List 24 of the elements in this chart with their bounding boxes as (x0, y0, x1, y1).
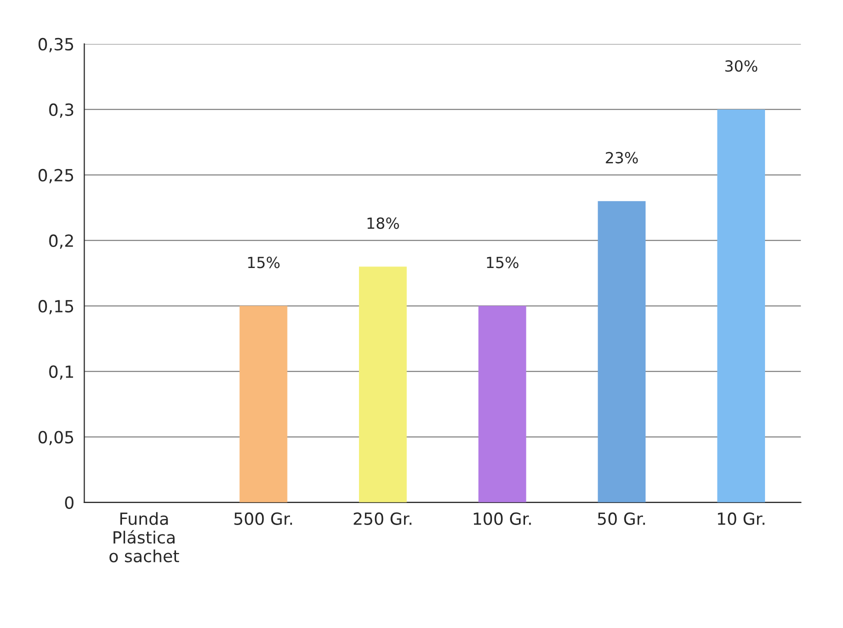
data-label: 30% (725, 60, 758, 72)
y-tick-label: 0,15 (38, 300, 74, 314)
bar (240, 306, 288, 502)
bar (717, 109, 766, 502)
data-label: 23% (606, 152, 638, 164)
x-tick-label: 100 Gr. (474, 512, 531, 526)
y-tick-label: 0,05 (38, 430, 74, 446)
data-label: 15% (486, 256, 518, 268)
x-tick-label: Funda Plástica o sachet (109, 512, 180, 562)
x-tick-label: 10 Gr. (718, 512, 764, 526)
bar (358, 266, 407, 502)
x-tick-label: 250 Gr. (354, 512, 412, 526)
bar (478, 306, 526, 502)
data-label: 18% (368, 217, 399, 229)
bar (598, 201, 646, 502)
y-tick-label: 0,1 (49, 365, 74, 380)
data-label: 15% (248, 256, 280, 268)
y-tick-label: 0,25 (38, 168, 74, 184)
x-tick-label: 500 Gr. (234, 512, 292, 526)
x-tick-label: 50 Gr. (598, 512, 645, 526)
y-tick-label: 0,35 (38, 38, 74, 52)
y-tick-label: 0,2 (49, 234, 73, 249)
y-tick-label: 0,3 (49, 103, 74, 118)
y-tick-label: 0 (65, 496, 74, 509)
